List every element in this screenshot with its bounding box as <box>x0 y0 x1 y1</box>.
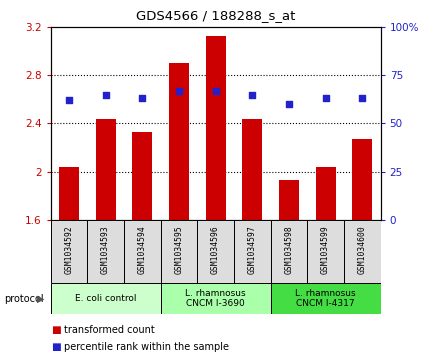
Bar <box>271 220 307 283</box>
Text: transformed count: transformed count <box>64 325 154 335</box>
Text: L. rhamnosus
CNCM I-3690: L. rhamnosus CNCM I-3690 <box>185 289 246 308</box>
Bar <box>271 283 381 314</box>
Bar <box>51 283 161 314</box>
Bar <box>51 220 87 283</box>
Text: GSM1034600: GSM1034600 <box>358 226 367 274</box>
Bar <box>132 132 152 220</box>
Bar <box>87 220 124 283</box>
Text: GSM1034599: GSM1034599 <box>321 226 330 274</box>
Text: ■: ■ <box>51 342 60 352</box>
Text: E. coli control: E. coli control <box>75 294 136 303</box>
Point <box>139 95 146 101</box>
Text: GSM1034598: GSM1034598 <box>284 226 293 274</box>
Bar <box>242 119 262 220</box>
Point <box>286 101 293 107</box>
Point <box>359 95 366 101</box>
Text: ▶: ▶ <box>37 294 45 303</box>
Bar <box>169 63 189 220</box>
Bar <box>161 220 197 283</box>
Bar <box>352 139 372 220</box>
Text: GDS4566 / 188288_s_at: GDS4566 / 188288_s_at <box>136 9 295 22</box>
Point <box>102 91 109 97</box>
Text: percentile rank within the sample: percentile rank within the sample <box>64 342 229 352</box>
Text: L. rhamnosus
CNCM I-4317: L. rhamnosus CNCM I-4317 <box>295 289 356 308</box>
Bar <box>197 220 234 283</box>
Text: GSM1034592: GSM1034592 <box>64 226 73 274</box>
Point <box>322 95 329 101</box>
Text: protocol: protocol <box>4 294 44 303</box>
Text: GSM1034595: GSM1034595 <box>174 226 183 274</box>
Text: GSM1034596: GSM1034596 <box>211 226 220 274</box>
Bar <box>344 220 381 283</box>
Bar <box>279 180 299 220</box>
Bar <box>234 220 271 283</box>
Bar <box>161 283 271 314</box>
Bar <box>205 36 226 220</box>
Point <box>176 88 183 94</box>
Point <box>249 91 256 97</box>
Point <box>212 88 219 94</box>
Text: GSM1034597: GSM1034597 <box>248 226 257 274</box>
Bar <box>95 119 116 220</box>
Bar <box>59 167 79 220</box>
Text: ■: ■ <box>51 325 60 335</box>
Bar <box>307 220 344 283</box>
Text: GSM1034593: GSM1034593 <box>101 226 110 274</box>
Text: GSM1034594: GSM1034594 <box>138 226 147 274</box>
Bar <box>315 167 336 220</box>
Point <box>66 97 73 103</box>
Bar <box>124 220 161 283</box>
